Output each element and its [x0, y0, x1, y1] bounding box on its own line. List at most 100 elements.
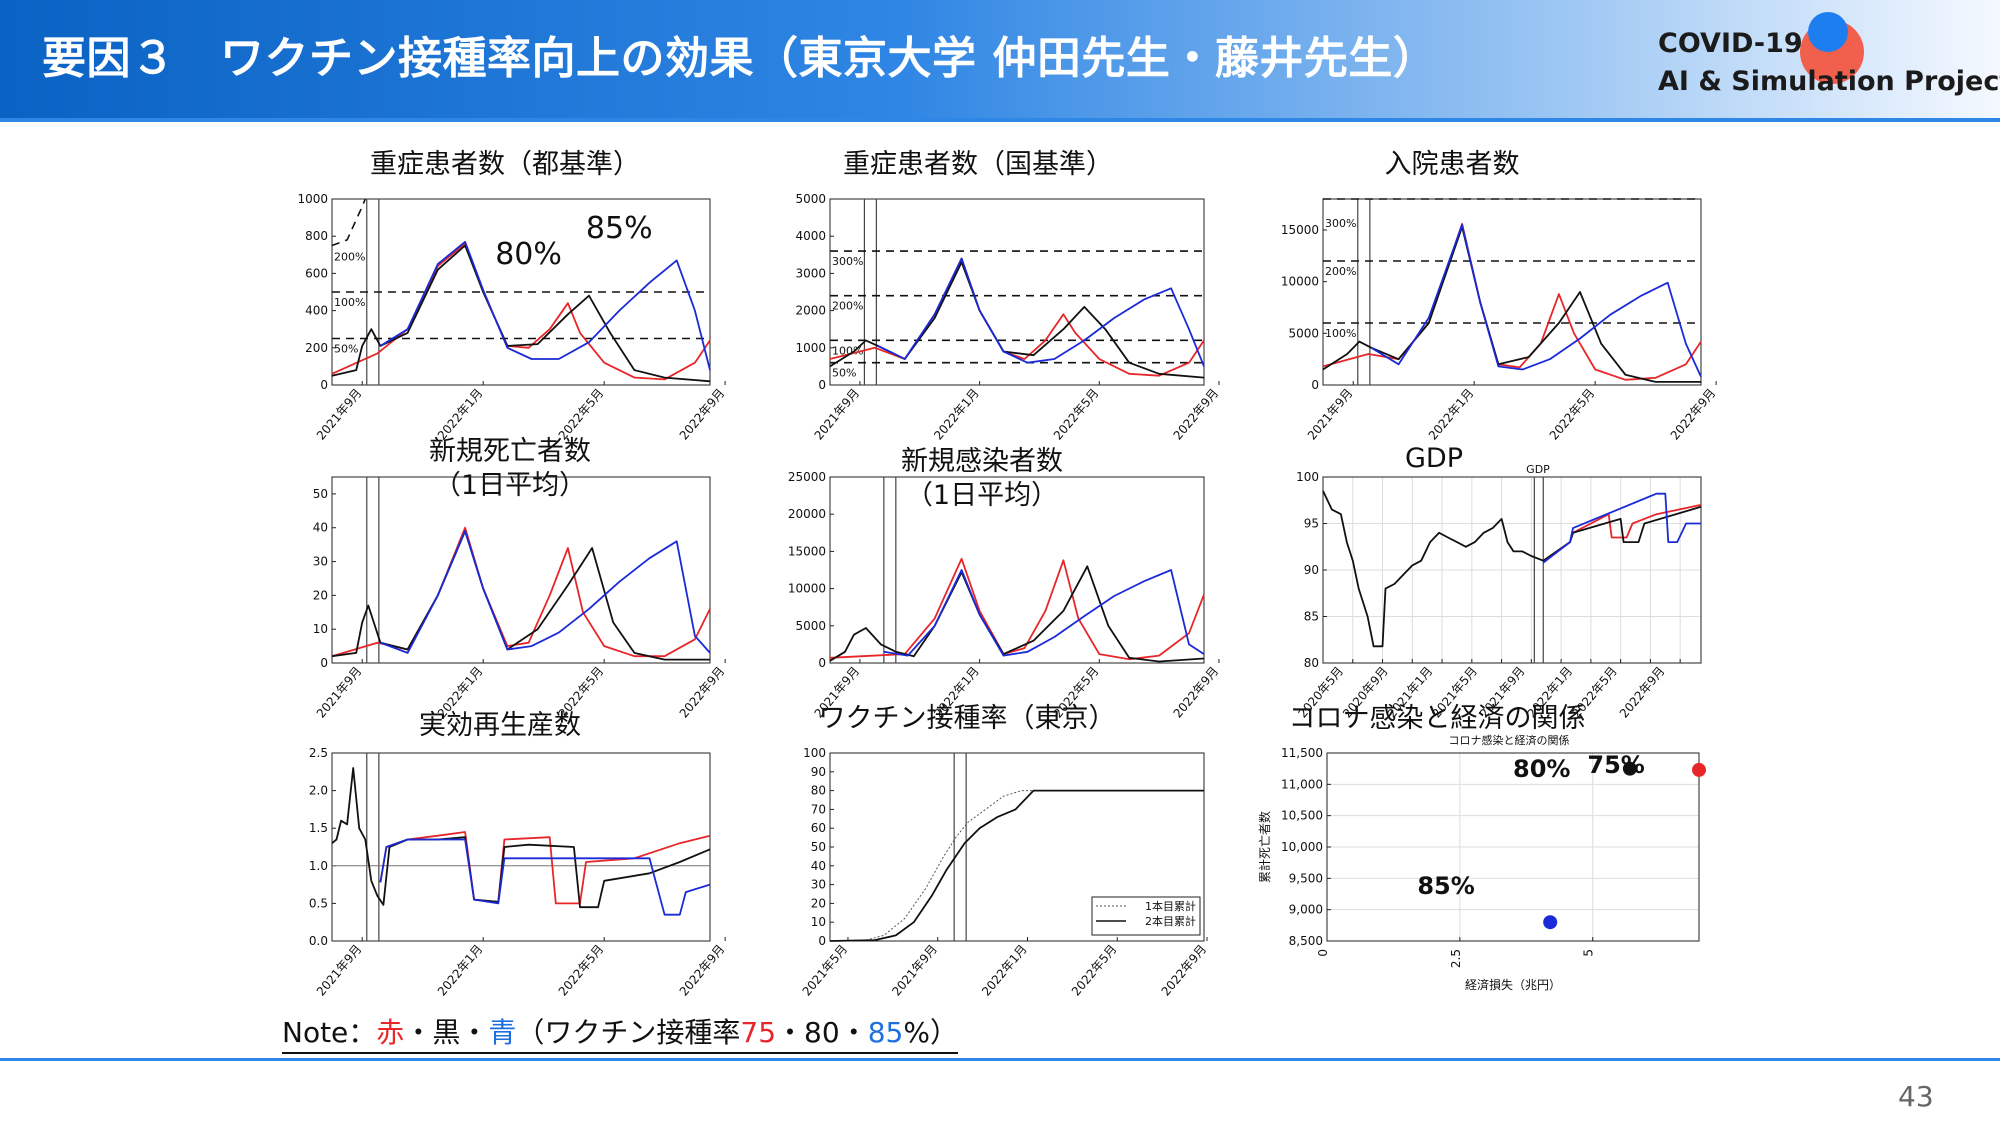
note-black-word: 黒 [432, 1016, 461, 1049]
scatter-point-red [1692, 762, 1706, 777]
x-tick-label: 2022年1月 [931, 386, 982, 443]
plot-frame [829, 198, 1205, 386]
chart-title: 新規死亡者数 [429, 436, 591, 467]
capacity-label: 200% [334, 250, 365, 263]
y-tick-label: 0 [320, 656, 328, 670]
x-tick-label: 2021年9月 [314, 664, 365, 721]
capacity-label: 300% [1325, 217, 1356, 230]
x-tick-label: 2022年9月 [1171, 386, 1222, 443]
y-tick-label: 20000 [788, 507, 826, 521]
y-tick-label: 20 [811, 896, 826, 910]
x-tick-label: 2021年9月 [812, 386, 863, 443]
x-tick-label: 2021年5月 [800, 942, 851, 999]
y-tick-label: 200 [305, 341, 328, 355]
y-tick-label: 10 [313, 622, 328, 636]
capacity-line [331, 198, 367, 247]
header-bar [0, 0, 2000, 118]
series-line-grey [829, 790, 1204, 942]
scatter-label: 75% [1587, 751, 1644, 779]
y-tick-label: 100 [803, 746, 826, 760]
chart-title: ワクチン接種率（東京） [819, 703, 1116, 734]
y-tick-label: 80 [811, 784, 826, 798]
capacity-label: 50% [334, 343, 358, 356]
y-tick-label: 40 [313, 521, 328, 535]
x-tick-label: 2022年1月 [1426, 386, 1477, 443]
x-tick-label: 2022年1月 [979, 942, 1030, 999]
y-tick-label: 0 [818, 656, 826, 670]
y-tick-label: 0 [818, 378, 826, 392]
x-tick-label: 2022年9月 [677, 664, 728, 721]
scatter-label: 80% [1513, 755, 1570, 783]
x-tick-label: 2022年9月 [1159, 942, 1210, 999]
y-tick-label: 60 [811, 821, 826, 835]
y-tick-label: 10,500 [1281, 809, 1323, 823]
chart-title: 実効再生産数 [419, 710, 581, 741]
series-line-blue [1370, 223, 1702, 378]
series-line-blue [379, 240, 711, 371]
chart-inner-title: GDP [1526, 463, 1550, 476]
x-tick-label: 2022年9月 [677, 386, 728, 443]
x-tick-label: 2022年9月 [677, 942, 728, 999]
plot-frame [331, 476, 711, 664]
series-line-blue [877, 257, 1205, 367]
y-tick-label: 30 [811, 878, 826, 892]
legend-label: 2本目累計 [1145, 914, 1196, 928]
chart-title: コロナ感染と経済の関係 [1289, 703, 1586, 734]
note-middle: （ワクチン接種率 [516, 1016, 741, 1049]
legend-label: 1本目累計 [1145, 899, 1196, 913]
chart-inner-title: コロナ感染と経済の関係 [1449, 733, 1570, 747]
series-line-black [829, 789, 1204, 942]
x-tick-label: 2021年9月 [889, 942, 940, 999]
series-line-black [331, 767, 711, 909]
x-tick-label: 2022年9月 [1171, 664, 1222, 721]
x-tick-label: 2022年5月 [556, 386, 607, 443]
note-blue-word: 青 [488, 1016, 517, 1049]
scatter-label: 85% [1417, 872, 1474, 900]
capacity-label: 100% [1325, 327, 1356, 340]
y-tick-label: 1.0 [309, 859, 328, 873]
y-tick-label: 11,000 [1281, 777, 1323, 791]
x-tick-label: 5 [1582, 949, 1596, 957]
chart-title: 重症患者数（都基準） [370, 149, 640, 180]
x-tick-label: 2021年9月 [314, 942, 365, 999]
x-tick-label: 2022年9月 [1617, 664, 1668, 721]
y-tick-label: 15000 [788, 544, 826, 558]
y-tick-label: 0.5 [309, 896, 328, 910]
note-red-word: 赤 [376, 1016, 405, 1049]
series-line-blue [380, 530, 711, 654]
series-line-blue [379, 838, 711, 916]
note-prefix: Note： [282, 1016, 377, 1049]
series-line-blue [883, 569, 1205, 657]
logo-text-line1: COVID-19 [1658, 28, 1803, 59]
x-tick-label: 2022年1月 [435, 942, 486, 999]
y-tick-label: 25000 [788, 470, 826, 484]
y-tick-label: 2.0 [309, 784, 328, 798]
x-tick-label: 2022年5月 [1069, 942, 1120, 999]
plot-frame [1322, 198, 1702, 386]
series-line-black [331, 530, 710, 661]
series-line-blue [1542, 492, 1701, 564]
page-number: 43 [1898, 1080, 1934, 1113]
y-tick-label: 10,000 [1281, 840, 1323, 854]
y-tick-label: 9,500 [1289, 871, 1323, 885]
y-tick-label: 100 [1296, 470, 1319, 484]
chart-title: GDP [1405, 443, 1463, 474]
capacity-label: 100% [832, 344, 863, 357]
x-tick-label: 2021年9月 [314, 386, 365, 443]
note-value-85: 85 [867, 1016, 904, 1049]
scatter-point-blue [1543, 915, 1558, 930]
y-tick-label: 70 [811, 802, 826, 816]
chart-title: （1日平均） [906, 480, 1058, 511]
legend-box [1091, 896, 1201, 936]
note-separator: ・ [839, 1016, 868, 1049]
x-tick-label: 2.5 [1449, 949, 1463, 968]
header-divider [0, 118, 2000, 122]
y-tick-label: 85 [1304, 610, 1319, 624]
y-tick-label: 400 [305, 304, 328, 318]
capacity-label: 100% [334, 296, 365, 309]
y-tick-label: 5000 [795, 619, 826, 633]
x-tick-label: 0 [1316, 949, 1330, 957]
y-tick-label: 95 [1304, 517, 1319, 531]
plot-frame [829, 476, 1205, 664]
